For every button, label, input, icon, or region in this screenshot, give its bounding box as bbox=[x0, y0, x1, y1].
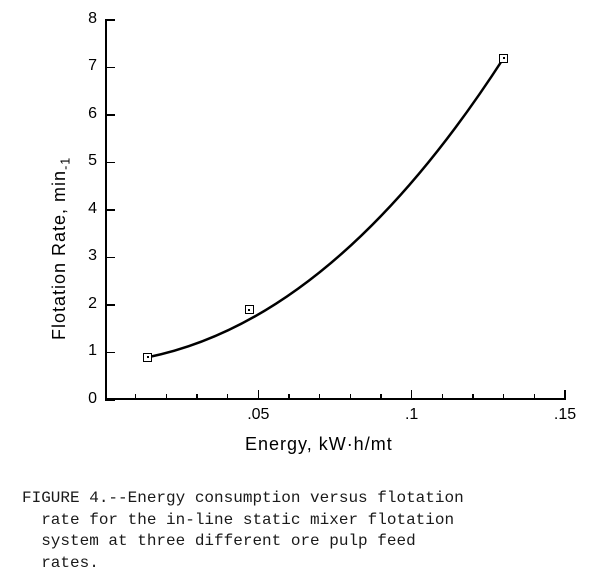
data-marker bbox=[143, 353, 152, 362]
page: 012345678.05.1.15Flotation Rate, min-1En… bbox=[0, 0, 614, 580]
flotation-curve bbox=[0, 0, 614, 480]
figure-caption: FIGURE 4.--Energy consumption versus flo… bbox=[22, 488, 464, 574]
data-marker bbox=[499, 54, 508, 63]
data-marker bbox=[245, 305, 254, 314]
flotation-rate-chart: 012345678.05.1.15Flotation Rate, min-1En… bbox=[0, 0, 614, 480]
